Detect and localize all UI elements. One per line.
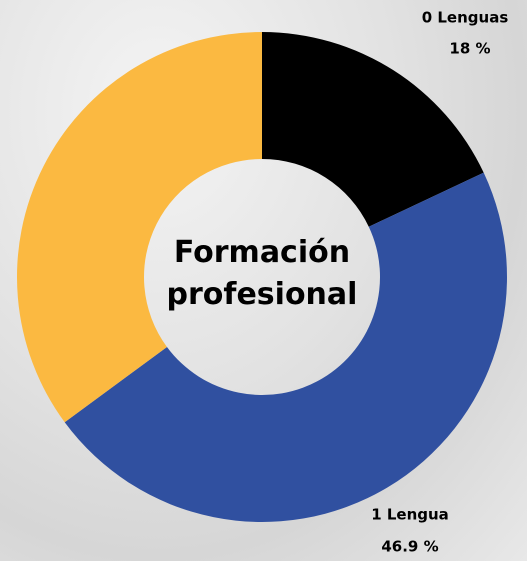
- donut-segment: [17, 32, 263, 423]
- value-label: 46.9 %: [381, 538, 438, 556]
- donut-segment: [262, 32, 484, 227]
- segment-label: 0 Lenguas: [422, 9, 509, 27]
- value-label: 18 %: [449, 40, 490, 58]
- segment-label: 1 Lengua: [371, 506, 449, 524]
- donut-segment: [64, 172, 507, 522]
- chart-title: Formación profesional: [166, 235, 358, 312]
